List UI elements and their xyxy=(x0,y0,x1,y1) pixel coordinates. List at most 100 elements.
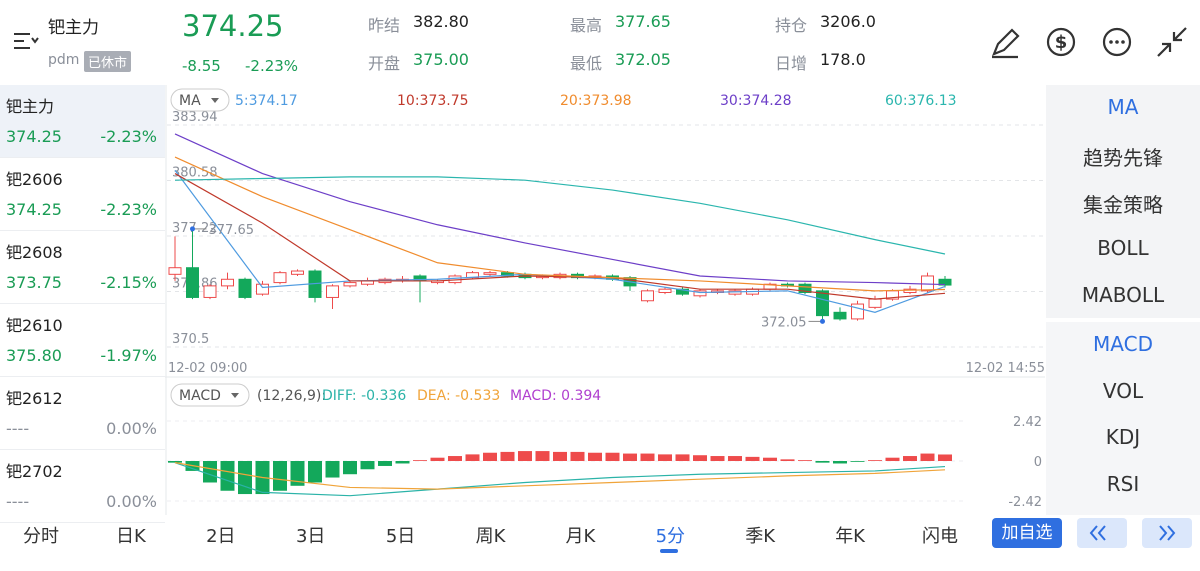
indicator-item[interactable]: KDJ xyxy=(1105,425,1141,449)
macd-bar xyxy=(360,461,375,470)
macd-bar xyxy=(570,451,585,461)
stat-label: 开盘 xyxy=(368,54,401,73)
contract-pct: -2.23% xyxy=(100,127,157,146)
candle-body xyxy=(833,311,847,320)
stat-label: 持仓 xyxy=(775,16,808,35)
macd-bar xyxy=(588,452,602,461)
period-tab[interactable]: 年K xyxy=(835,526,865,547)
macd-bar xyxy=(220,461,235,491)
contract-row[interactable]: 钯主力 374.25 -2.23% xyxy=(0,85,165,158)
macd-bar xyxy=(238,461,252,495)
add-watchlist-button[interactable]: 加自选 xyxy=(992,518,1062,548)
contract-price: ---- xyxy=(6,492,30,511)
stat-label: 最高 xyxy=(570,16,603,35)
currency-icon[interactable]: $ xyxy=(1046,27,1076,57)
contract-name: 钯2608 xyxy=(6,243,63,262)
period-tab[interactable]: 5日 xyxy=(385,526,416,547)
indicator-item[interactable]: MABOLL xyxy=(1081,283,1165,307)
period-tabs: 分时 日K 2日 3日 5日 周K 月K 5分 季K 年K 闪电 加自选 xyxy=(0,515,1200,571)
legend-entry: DIFF: -0.336 xyxy=(322,388,406,404)
contract-pct: -1.97% xyxy=(100,346,157,365)
stat-value: 3206.0 xyxy=(820,12,876,31)
toolbar-icons: $ xyxy=(992,27,1187,59)
annotation-dot xyxy=(820,318,825,324)
macd-bar xyxy=(815,461,830,463)
indicator-item[interactable]: 趋势先锋 xyxy=(1083,146,1163,170)
contract-list: 钯主力 374.25 -2.23% 钯2606 374.25 -2.23% 钯2608 373… xyxy=(0,85,165,523)
x-start-label: 12-02 09:00 xyxy=(168,361,247,376)
y-tick-label: 383.94 xyxy=(172,110,218,125)
period-tab[interactable]: 2日 xyxy=(206,526,236,547)
indicator-menu: MA 趋势先锋集金策略 BOLL MABOLL MACD VOL KDJ RSI xyxy=(1046,85,1200,515)
contract-row[interactable]: 钯2606 374.25 -2.23% xyxy=(0,158,165,231)
draw-icon[interactable] xyxy=(992,28,1020,59)
macd-bar xyxy=(920,453,935,461)
dropdown-arrow xyxy=(211,98,219,103)
contract-name: 钯2610 xyxy=(6,316,63,335)
indicator-item[interactable]: RSI xyxy=(1106,471,1140,496)
period-tab[interactable]: 5分 xyxy=(655,526,686,547)
collapse-icon[interactable] xyxy=(1157,27,1187,57)
period-tab[interactable]: 分时 xyxy=(23,526,59,547)
period-tab[interactable]: 月K xyxy=(565,526,596,547)
next-button[interactable] xyxy=(1142,518,1192,548)
macd-bar xyxy=(728,456,742,461)
stat-label: 昨结 xyxy=(368,16,401,35)
period-tab[interactable]: 日K xyxy=(115,526,146,547)
chart: 383.94380.58377.22373.86370.5377.65372.0… xyxy=(165,85,1045,515)
period-tab[interactable]: 季K xyxy=(745,526,776,547)
more-icon[interactable] xyxy=(1102,27,1132,57)
macd-params: (12,26,9): xyxy=(257,388,326,404)
indicator-item[interactable]: VOL xyxy=(1102,378,1144,403)
candle-body xyxy=(186,267,199,298)
contract-row[interactable]: 钯2610 375.80 -1.97% xyxy=(0,304,165,377)
macd-bar xyxy=(518,451,532,461)
svg-text:$: $ xyxy=(1055,32,1068,53)
y-tick-label: 2.42 xyxy=(1013,415,1042,430)
candle-body xyxy=(501,272,514,277)
indicator-item[interactable]: BOLL xyxy=(1097,236,1149,260)
y-tick-label: 380.58 xyxy=(172,166,218,181)
last-price: 374.25 xyxy=(182,9,284,43)
prev-button[interactable] xyxy=(1077,518,1127,548)
y-tick-label: -2.42 xyxy=(1008,495,1042,510)
candle-body xyxy=(203,285,217,298)
candle-body xyxy=(851,303,864,320)
candle-body xyxy=(221,278,234,287)
contract-pct: 0.00% xyxy=(106,419,157,438)
annotation-label: 372.05 xyxy=(761,315,807,330)
contract-name: 钯2612 xyxy=(6,389,63,408)
candle-body xyxy=(693,290,707,297)
contract-price: 374.25 xyxy=(6,200,62,219)
legend-entry: 60:376.13 xyxy=(885,93,957,109)
chevron-icon xyxy=(1089,525,1106,541)
contract-name: 钯2606 xyxy=(6,170,63,189)
contract-name: 钯主力 xyxy=(6,97,55,116)
indicator-item[interactable]: MA xyxy=(1107,95,1139,119)
contract-price: 375.80 xyxy=(6,346,62,365)
sub-indicators: MACD VOL KDJ RSI xyxy=(1046,322,1200,515)
period-tab[interactable]: 闪电 xyxy=(922,526,958,547)
stat-label: 日增 xyxy=(775,54,808,73)
macd-bar xyxy=(203,461,217,483)
main-indicators: MA 趋势先锋集金策略 BOLL MABOLL xyxy=(1046,85,1200,318)
menu-icon[interactable] xyxy=(12,30,40,54)
period-tab[interactable]: 周K xyxy=(475,526,506,547)
candle-body xyxy=(326,285,339,298)
candle-body xyxy=(343,282,357,287)
indicator-item[interactable]: MACD xyxy=(1093,332,1153,356)
contract-row[interactable]: 钯2702 ---- 0.00% xyxy=(0,450,165,523)
y-tick-label: 370.5 xyxy=(172,332,209,347)
contract-row[interactable]: 钯2612 ---- 0.00% xyxy=(0,377,165,450)
contract-row[interactable]: 钯2608 373.75 -2.15% xyxy=(0,231,165,304)
macd-bar xyxy=(850,461,865,462)
period-tab[interactable]: 3日 xyxy=(295,526,326,547)
candle-body xyxy=(168,267,182,275)
macd-bar xyxy=(903,456,917,461)
indicator-name: MA xyxy=(179,93,201,109)
candle-body xyxy=(798,283,812,293)
candle-body xyxy=(291,270,304,275)
macd-bar xyxy=(745,456,760,461)
indicator-item[interactable]: 集金策略 xyxy=(1083,193,1163,217)
